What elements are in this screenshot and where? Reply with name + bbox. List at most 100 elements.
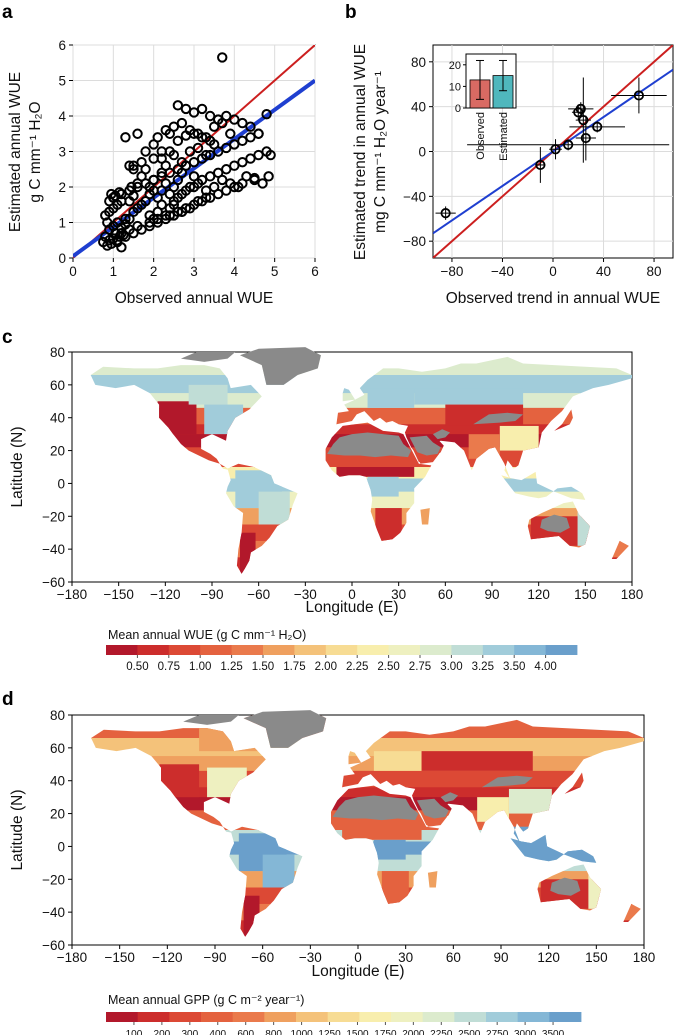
x-axis-label-d: Longitude (E) (311, 963, 404, 980)
data-point (152, 217, 163, 228)
x-tick-label: 90 (493, 950, 508, 965)
x-tick-label: −60 (247, 587, 270, 602)
y-tick-label: 40 (50, 774, 65, 789)
map-nodata-region (432, 429, 450, 440)
data-point (136, 224, 147, 235)
data-point (108, 192, 119, 203)
colorbar-label: 2.25 (346, 661, 368, 673)
colorbar-label: 3.25 (472, 661, 494, 673)
data-point (132, 128, 143, 139)
data-point (633, 90, 644, 101)
x-tick-label: 150 (585, 950, 608, 965)
y-axis-label-a-line1: Estimated annual WUE (7, 72, 24, 232)
x-tick-label: 150 (574, 587, 597, 602)
data-point (253, 149, 264, 161)
x-tick-label: 120 (537, 950, 560, 965)
inset-y-tick-label: 20 (449, 60, 461, 72)
data-point (263, 171, 274, 182)
y-tick-label: 40 (411, 100, 426, 115)
colorbar-swatch (545, 645, 578, 655)
data-point (140, 178, 151, 189)
data-point (112, 235, 123, 246)
data-point (245, 132, 256, 143)
y-tick-label: 40 (50, 411, 65, 426)
x-tick-label: 60 (446, 950, 461, 965)
map-band (90, 424, 632, 435)
map-nodata-region (440, 792, 459, 803)
x-tick-label: −60 (251, 950, 274, 965)
data-point (237, 135, 248, 147)
map-region (258, 491, 290, 525)
x-tick-label: 0 (549, 264, 557, 279)
data-point (196, 196, 208, 207)
map-region (373, 751, 422, 771)
colorbar-label: 1.50 (252, 661, 274, 673)
data-point (160, 213, 171, 225)
data-point (245, 121, 256, 132)
y-axis-label-c: Latitude (N) (9, 427, 26, 508)
data-point (213, 114, 224, 125)
inset-y-tick-label: 10 (449, 81, 461, 93)
y-tick-label: 1 (58, 216, 66, 231)
colorbar-swatch (232, 1012, 265, 1022)
map-region (342, 830, 422, 840)
data-point (221, 164, 232, 175)
colorbar-swatch (391, 1012, 424, 1022)
data-point (229, 139, 240, 150)
colorbar-swatch (264, 1012, 297, 1022)
map-nodata-greenland (243, 710, 327, 748)
data-point (204, 192, 216, 203)
data-point (172, 164, 184, 175)
colorbar-label: 1750 (374, 1029, 397, 1035)
data-point (172, 135, 184, 147)
x-tick-label: −40 (491, 264, 514, 279)
colorbar-label: 0.75 (158, 661, 180, 673)
map-nodata-region (409, 435, 441, 456)
x-tick-label: −90 (204, 950, 227, 965)
data-point (440, 208, 451, 219)
map-nodata-arctic-islands (183, 715, 239, 725)
data-point (196, 174, 208, 186)
x-tick-label: −30 (299, 950, 322, 965)
data-point (136, 156, 147, 168)
data-point (217, 174, 228, 186)
data-point (221, 110, 232, 122)
colorbar-title-d: Mean annual GPP (g C m⁻² year⁻¹) (108, 993, 304, 1007)
colorbar-label: 2750 (486, 1029, 509, 1035)
colorbar-swatch (486, 1012, 519, 1022)
map-region (373, 839, 406, 860)
data-point (180, 185, 192, 196)
data-point (160, 125, 171, 136)
data-point (192, 128, 204, 139)
y-tick-label: 60 (50, 378, 65, 393)
data-point (204, 171, 216, 182)
panel-label-a: a (2, 2, 13, 23)
map-region (188, 384, 228, 405)
data-point (156, 153, 167, 164)
data-point (102, 217, 113, 228)
colorbar-swatch (106, 645, 138, 655)
y-tick-label: 0 (57, 839, 65, 854)
x-tick-label: 90 (484, 587, 499, 602)
colorbar-label: 0.50 (126, 661, 148, 673)
data-point (592, 121, 603, 132)
inset-category-label: Observed (475, 112, 487, 160)
x-tick-label: 2 (150, 264, 158, 279)
data-point (120, 213, 131, 225)
colorbar-label: 2.00 (315, 661, 337, 673)
data-point (132, 181, 143, 193)
x-tick-label: −150 (104, 950, 134, 965)
x-tick-label: 80 (647, 264, 662, 279)
colorbar-label: 1.00 (189, 661, 211, 673)
colorbar-label: 1000 (290, 1029, 313, 1035)
colorbar-swatch (514, 645, 546, 655)
data-point (114, 187, 125, 198)
data-point (580, 132, 591, 144)
x-tick-label: −180 (57, 587, 87, 602)
map-nodata-region (327, 432, 412, 458)
data-point (120, 231, 131, 242)
data-point (249, 172, 260, 184)
data-point (221, 185, 232, 196)
colorbar-swatch (169, 1012, 202, 1022)
